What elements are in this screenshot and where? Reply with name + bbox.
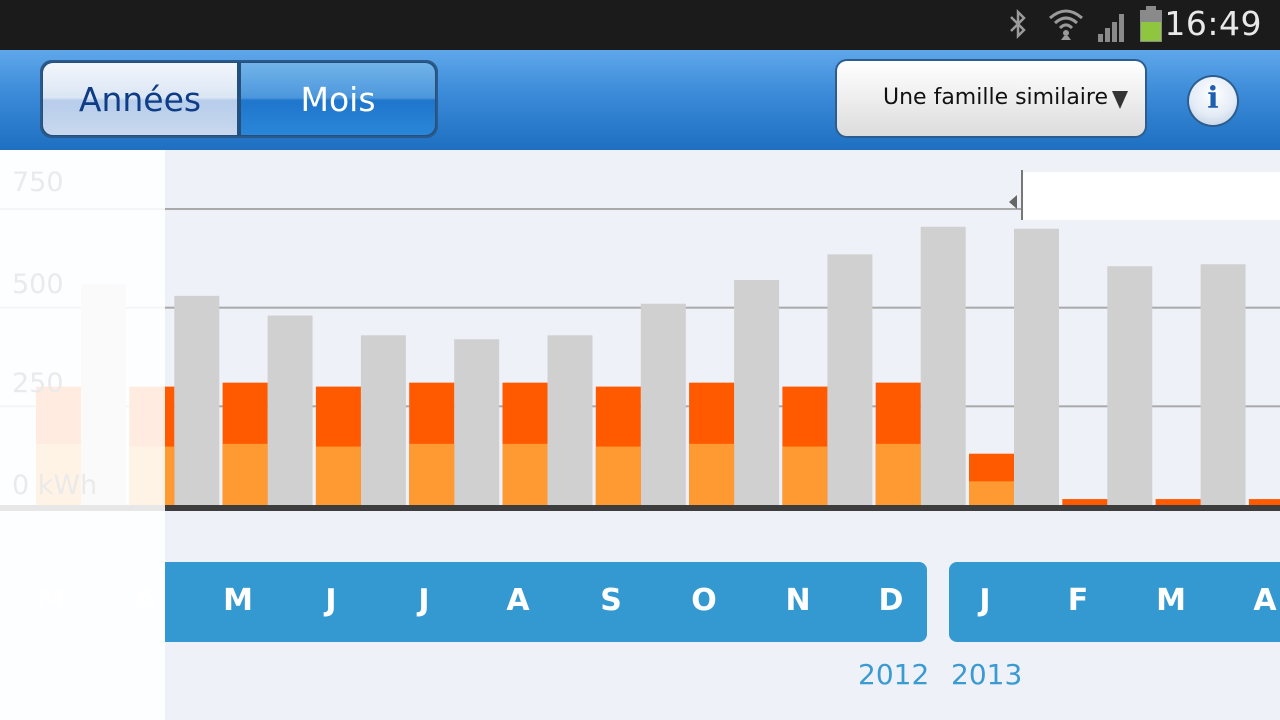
grid-line (0, 306, 1280, 309)
consumption-bar-part (502, 443, 548, 505)
signal-icon (1098, 14, 1124, 42)
comparison-bar (827, 254, 873, 505)
months-strip-2012 (165, 562, 927, 642)
comparison-bar (547, 335, 593, 505)
months-strip-2013 (949, 562, 1280, 642)
period-segmented-control: Années Mois (40, 60, 438, 138)
dropdown-arrow-icon (1112, 91, 1128, 109)
consumption-bar-part (595, 446, 641, 505)
comparison-bar (734, 280, 780, 505)
consumption-bar-part (782, 446, 828, 505)
month-label[interactable]: D (878, 583, 904, 618)
months-strip-2012-edge (165, 562, 185, 642)
comparison-dropdown-label: Une famille similaire (883, 85, 1109, 110)
month-label[interactable]: N (785, 583, 811, 618)
baseline (0, 505, 1280, 511)
consumption-bar-part (969, 481, 1014, 505)
selection-marker[interactable] (1009, 170, 1280, 220)
comparison-bar (1107, 266, 1153, 505)
comparison-bar (454, 339, 500, 505)
consumption-bar-total (1248, 499, 1280, 505)
info-button[interactable]: i (1189, 77, 1237, 125)
status-bar: 16:49 (0, 0, 1280, 50)
comparison-dropdown[interactable]: Une famille similaire (837, 61, 1145, 136)
month-label[interactable]: A (133, 583, 157, 618)
clock: 16:49 (1164, 4, 1262, 43)
comparison-bar (920, 226, 966, 505)
y-tick-750: 750 (12, 167, 64, 198)
comparison-bar (1014, 228, 1059, 505)
selection-arrow-icon (1009, 195, 1017, 209)
comparison-bar (1200, 264, 1246, 505)
comparison-bar (267, 315, 313, 505)
wifi-icon (1049, 9, 1083, 40)
month-label[interactable]: F (1067, 583, 1089, 618)
toolbar: Années Mois Une famille similaire i (0, 50, 1280, 150)
comparison-bar (174, 295, 220, 505)
comparison-bar (640, 303, 686, 505)
consumption-bar-part (315, 446, 361, 505)
comparison-bar (360, 335, 406, 505)
y-tick-500: 500 (12, 269, 64, 300)
month-label[interactable]: A (1253, 583, 1277, 618)
month-label[interactable]: J (325, 583, 337, 618)
year-label-2013: 2013 (951, 658, 1023, 691)
month-label[interactable]: A (506, 583, 530, 618)
months-tab[interactable]: Mois (241, 63, 435, 135)
year-row-background (0, 642, 1280, 720)
month-label[interactable]: O (691, 583, 717, 618)
month-label[interactable]: M (223, 583, 253, 618)
grid-line (0, 208, 1280, 210)
info-icon: i (1207, 81, 1219, 116)
month-label[interactable]: M (36, 583, 66, 618)
consumption-bar-part (129, 446, 175, 505)
year-label-2012: 2012 (858, 658, 930, 691)
selection-line (1021, 170, 1023, 220)
selection-tooltip-box (1022, 172, 1280, 220)
consumption-chart: 750 500 250 0 kWh (0, 150, 1280, 720)
consumption-bar-total (1062, 499, 1108, 505)
consumption-bar-part (875, 443, 921, 505)
y-tick-250: 250 (12, 368, 64, 399)
consumption-bar-part (689, 443, 735, 505)
y-tick-0: 0 kWh (12, 470, 97, 501)
month-label[interactable]: M (1156, 583, 1186, 618)
battery-icon (1140, 6, 1162, 42)
bluetooth-icon (1010, 8, 1026, 40)
years-tab[interactable]: Années (43, 63, 237, 135)
month-label[interactable]: J (418, 583, 430, 618)
consumption-bar-part (222, 443, 268, 505)
months-strip (0, 562, 1280, 720)
consumption-bar-total (1155, 499, 1201, 505)
consumption-bar-part (409, 443, 455, 505)
month-label[interactable]: S (600, 583, 622, 618)
month-label[interactable]: J (979, 583, 991, 618)
